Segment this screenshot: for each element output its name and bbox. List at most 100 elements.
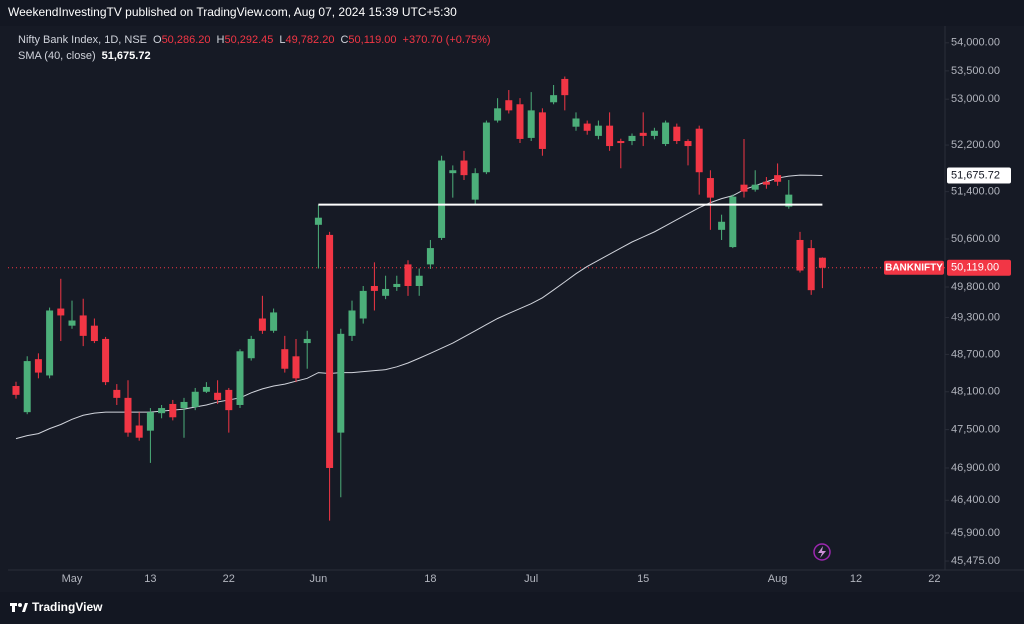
candle-body <box>695 128 703 173</box>
candle-body <box>191 391 199 408</box>
candle-body <box>505 100 513 111</box>
x-tick-label: 22 <box>223 573 235 585</box>
y-tick-label: 46,400.00 <box>951 494 1000 506</box>
candle-body <box>169 403 177 418</box>
x-tick-label: Jun <box>310 573 328 585</box>
candle-body <box>158 408 166 414</box>
candle-body <box>662 122 670 145</box>
y-tick-label: 52,200.00 <box>951 139 1000 151</box>
candle-body <box>449 170 457 174</box>
candle-body <box>180 401 188 409</box>
candle-body <box>314 217 322 225</box>
candle-body <box>303 338 311 344</box>
y-tick-label: 45,475.00 <box>951 555 1000 567</box>
candle-body <box>516 104 524 139</box>
sma-legend: SMA (40, close) 51,675.72 <box>18 50 151 62</box>
x-tick-label: Aug <box>768 573 788 585</box>
sma-legend-value: 51,675.72 <box>102 50 151 62</box>
candle-body <box>292 356 300 379</box>
alert-icon[interactable] <box>813 543 831 561</box>
candle-body <box>359 290 367 319</box>
candle-body <box>740 184 748 192</box>
candle-body <box>370 285 378 291</box>
y-tick-label: 49,300.00 <box>951 311 1000 323</box>
candle-body <box>482 122 490 173</box>
legend-value: 49,782.20 <box>286 34 335 46</box>
candle-body <box>628 135 636 142</box>
legend: Nifty Bank Index, 1D, NSE O50,286.20 H50,2… <box>18 34 491 46</box>
logo-dot <box>18 603 22 607</box>
candle-body <box>135 425 143 438</box>
x-tick-label: 15 <box>637 573 649 585</box>
candle-body <box>426 248 434 265</box>
candle-body <box>68 320 76 326</box>
candle-body <box>527 110 535 138</box>
candle-body <box>236 351 244 405</box>
candle-body <box>684 141 692 147</box>
symbol-badge-label: BANKNIFTY <box>885 262 943 273</box>
header: WeekendInvestingTV published on TradingV… <box>8 5 457 19</box>
y-tick-label: 47,500.00 <box>951 424 1000 436</box>
candle-body <box>326 234 334 468</box>
candle-body <box>214 392 222 400</box>
candle-body <box>438 160 446 238</box>
candle-body <box>46 310 54 376</box>
candle-body <box>706 178 714 198</box>
alert-bolt <box>818 546 826 558</box>
candle-body <box>583 123 591 131</box>
candle-body <box>146 412 154 431</box>
candle-body <box>225 389 233 411</box>
x-tick-label: 12 <box>850 573 862 585</box>
candle-body <box>79 315 87 336</box>
legend-value: 50,286.20 <box>162 34 211 46</box>
x-tick-label: 18 <box>424 573 436 585</box>
y-tick-label: 48,700.00 <box>951 348 1000 360</box>
brand: TradingView <box>32 600 103 614</box>
price-badge-label: 50,119.00 <box>951 262 999 274</box>
candle-body <box>785 194 793 207</box>
candle-body <box>751 184 759 190</box>
x-tick-label: May <box>62 573 83 585</box>
candle-body <box>202 386 210 392</box>
y-tick-label: 46,900.00 <box>951 462 1000 474</box>
y-tick-label: 48,100.00 <box>951 386 1000 398</box>
candle-body <box>348 310 356 336</box>
candle-body <box>807 248 815 291</box>
candle-body <box>594 125 602 136</box>
legend-title: Nifty Bank Index, 1D, NSE <box>18 34 147 46</box>
candle-body <box>337 333 345 433</box>
candle-body <box>762 181 770 185</box>
candle-body <box>606 125 614 147</box>
candle-body <box>617 141 625 144</box>
candle-body <box>774 175 782 182</box>
candle-body <box>673 126 681 142</box>
candle-body <box>258 318 266 331</box>
legend-value: 50,119.00 <box>348 34 396 46</box>
sma-badge <box>947 167 1011 184</box>
y-tick-label: 45,900.00 <box>951 527 1000 539</box>
candle-body <box>404 264 412 286</box>
legend-key: C <box>340 34 348 46</box>
x-tick-label: 13 <box>144 573 156 585</box>
candle-body <box>796 239 804 271</box>
candle-body <box>550 95 558 103</box>
candle-body <box>34 359 42 373</box>
y-tick-label: 54,000.00 <box>951 37 1000 49</box>
candle-body <box>460 160 468 176</box>
y-tick-label: 51,400.00 <box>951 186 1000 198</box>
x-tick-label: 22 <box>928 573 940 585</box>
sma-legend-name: SMA (40, close) <box>18 50 96 62</box>
y-tick-label: 49,800.00 <box>951 281 1000 293</box>
x-tick-label: Jul <box>524 573 538 585</box>
top-bar <box>0 0 1024 26</box>
candle-body <box>247 338 255 359</box>
candle-body <box>102 338 110 383</box>
candle-body <box>729 196 737 248</box>
candle-body <box>538 112 546 149</box>
y-tick-label: 50,600.00 <box>951 233 1000 245</box>
candle-body <box>382 288 390 296</box>
legend-key: O <box>153 34 162 46</box>
candle-body <box>393 283 401 288</box>
